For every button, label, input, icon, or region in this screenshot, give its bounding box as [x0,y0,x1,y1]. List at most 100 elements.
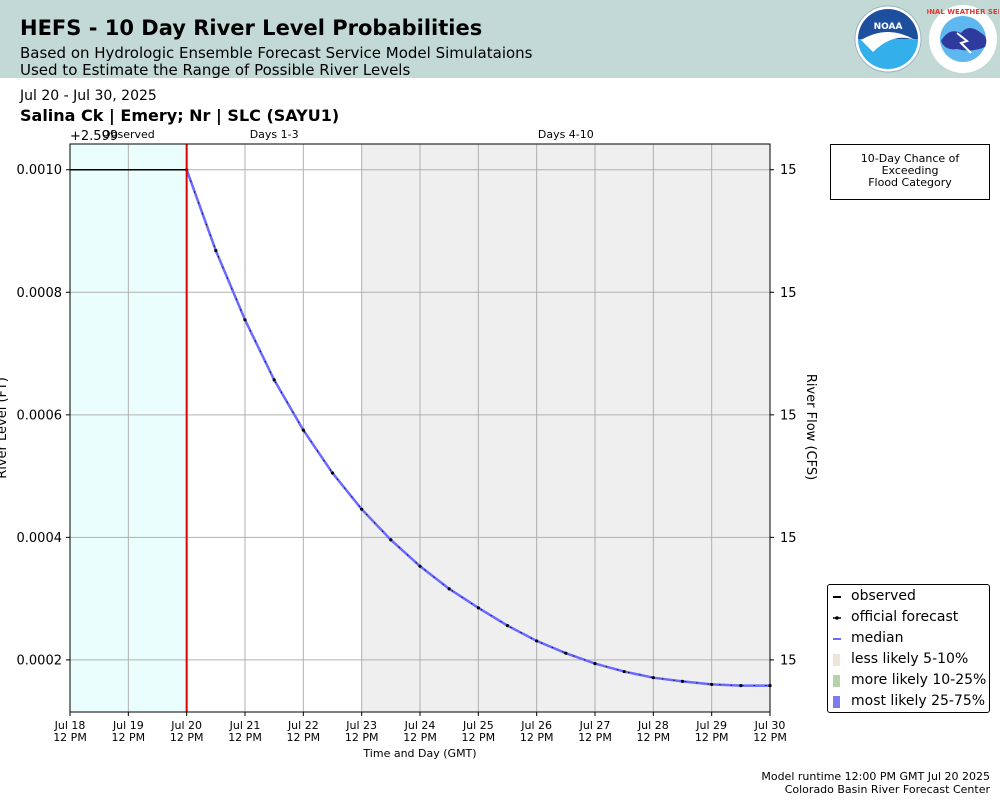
x-tick-label: Jul 18 [54,719,86,732]
x-tick-label-time: 12 PM [53,731,87,744]
forecast-point [330,471,335,475]
flood-box-line-2: Exceeding [881,164,939,177]
forecast-point [389,538,393,542]
legend-item-official-forecast: official forecast [828,608,989,629]
legend-label: official forecast [851,609,959,625]
x-tick-label: Jul 30 [754,719,786,732]
y-tick-label: 0.0004 [17,531,63,546]
model-runtime: Model runtime 12:00 PM GMT Jul 20 2025 [761,770,990,783]
y-tick-label: 0.0002 [17,653,63,668]
flood-box-line-3: Flood Category [868,176,952,189]
x-tick-label: Jul 21 [229,719,261,732]
forecast-point [593,661,597,666]
forecast-point [272,378,276,382]
x-axis-label: Time and Day (GMT) [362,747,476,760]
forecast-point [214,249,218,253]
flood-category-box: 10-Day Chance of Exceeding Flood Categor… [830,144,990,200]
x-tick-label-time: 12 PM [637,731,671,744]
x-tick-label-time: 12 PM [345,731,379,744]
legend-item-more-likely: more likely 10-25% [828,671,989,692]
legend-symbol-median [833,638,841,640]
x-tick-label-time: 12 PM [170,731,204,744]
y-axis-label: River Level (FT) [0,377,10,479]
header-banner: HEFS - 10 Day River Level Probabilities … [0,0,1000,79]
forecast-center: Colorado Basin River Forecast Center [784,783,990,796]
region-days-1-3 [186,144,362,712]
forecast-point [447,587,451,591]
forecast-point [243,318,247,322]
y2-tick-label: 15 [780,163,797,178]
x-tick-label: Jul 26 [520,719,552,732]
forecast-point [564,651,568,655]
flood-box-line-1: 10-Day Chance of [860,152,960,165]
page-subtitle: Based on Hydrologic Ensemble Forecast Se… [20,44,533,62]
legend-symbol-more-likely [833,675,840,687]
x-tick-label: Jul 29 [695,719,727,732]
legend-symbol-most-likely [833,696,840,708]
y2-tick-label: 15 [780,286,797,301]
legend: observed official forecast median less l… [827,584,990,713]
x-tick-label-time: 12 PM [753,731,787,744]
x-tick-label-time: 12 PM [578,731,612,744]
noaa-logo: NOAA [854,5,922,73]
legend-label: less likely 5-10% [851,651,969,667]
legend-label: observed [851,588,916,604]
x-tick-label: Jul 25 [462,719,494,732]
forecast-point [680,679,685,683]
date-range: Jul 20 - Jul 30, 2025 [20,88,157,104]
page-subtitle-2: Used to Estimate the Range of Possible R… [20,61,411,79]
y2-tick-label: 15 [780,408,797,423]
y-tick-label: 0.0010 [17,163,63,178]
x-tick-label-time: 12 PM [287,731,321,744]
forecast-point [476,606,480,610]
x-tick-label: Jul 24 [404,719,436,732]
forecast-point [505,624,510,628]
x-tick-label: Jul 22 [287,719,319,732]
legend-label: more likely 10-25% [851,672,987,688]
y-offset-label: +2.599 [70,129,118,144]
legend-item-median: median [828,629,989,650]
forecast-point [622,669,626,674]
legend-item-observed: observed [828,587,989,608]
x-tick-label: Jul 23 [345,719,377,732]
page-title: HEFS - 10 Day River Level Probabilities [20,16,483,40]
x-tick-label: Jul 27 [579,719,611,732]
x-tick-label-time: 12 PM [228,731,262,744]
y-tick-label: 0.0006 [17,408,63,423]
y2-axis-label: River Flow (CFS) [803,374,818,480]
region-label: Observed [102,128,155,141]
forecast-point [710,682,714,687]
plot-frame [69,143,771,713]
legend-symbol-less-likely [833,654,840,666]
x-tick-label: Jul 28 [637,719,669,732]
legend-item-less-likely: less likely 5-10% [828,650,989,671]
legend-symbol-official-forecast [833,616,841,620]
x-tick-label-time: 12 PM [695,731,729,744]
y-tick-label: 0.0008 [17,286,63,301]
region-label: Days 4-10 [538,128,594,141]
x-tick-label-time: 12 PM [112,731,146,744]
x-tick-label-time: 12 PM [403,731,437,744]
x-tick-label: Jul 20 [170,719,202,732]
legend-label: most likely 25-75% [851,693,986,709]
x-tick-label: Jul 19 [112,719,144,732]
svg-text:NOAA: NOAA [874,22,903,32]
region-label: Days 1-3 [250,128,299,141]
legend-symbol-observed [833,596,841,598]
forecast-point [651,676,655,680]
region-days-4-10 [361,144,770,712]
forecast-point [418,564,422,568]
forecast-point [535,639,539,643]
y2-tick-label: 15 [780,653,797,668]
legend-item-most-likely: most likely 25-75% [828,692,989,713]
x-tick-label-time: 12 PM [520,731,554,744]
y2-tick-label: 15 [780,531,797,546]
forecast-point [301,428,305,432]
site-title: Salina Ck | Emery; Nr | SLC (SAYU1) [20,106,340,125]
svg-text:NATIONAL WEATHER SERVICE: NATIONAL WEATHER SERVICE [927,8,999,16]
forecast-point [739,684,743,688]
nws-logo: NATIONAL WEATHER SERVICE [927,5,999,73]
x-tick-label-time: 12 PM [462,731,496,744]
forecast-point [360,507,364,511]
